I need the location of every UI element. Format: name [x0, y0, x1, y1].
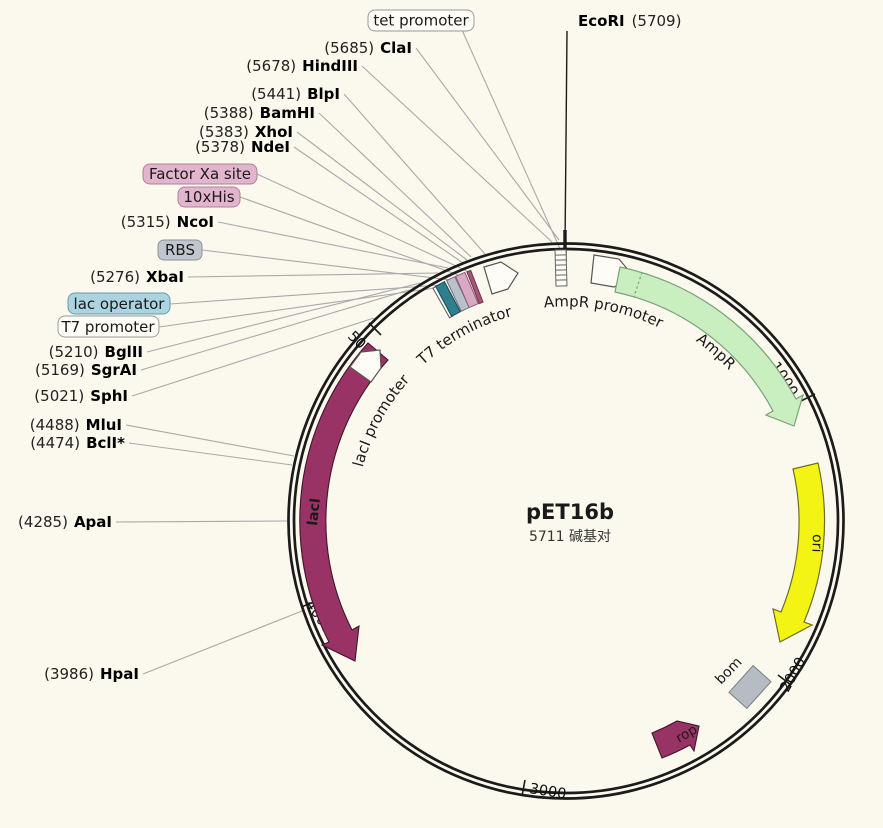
svg-text:lac operator: lac operator — [74, 295, 166, 313]
leader-ncoi — [217, 221, 449, 269]
site-mlui[interactable]: (4488) MluI — [30, 416, 122, 434]
leader-bamhi — [318, 112, 472, 258]
leader-t7-promoter — [158, 287, 436, 328]
leader-rbs — [201, 249, 452, 281]
leader-factor-xa — [256, 173, 470, 273]
svg-text:Factor Xa site: Factor Xa site — [149, 165, 251, 183]
leader-bcli — [128, 442, 293, 466]
ori-arrow[interactable] — [772, 462, 826, 643]
site-blpi[interactable]: (5441) BlpI — [251, 85, 340, 103]
tet-promoter-label[interactable]: tet promoter — [367, 9, 475, 32]
t7-terminator-arrow[interactable] — [483, 261, 519, 295]
ampr-gene-arrow[interactable] — [614, 266, 804, 427]
leader-hindiii — [361, 65, 553, 243]
ori-label[interactable]: ori — [808, 534, 825, 553]
leader-ndei — [293, 146, 464, 264]
factor-xa-feature[interactable] — [466, 269, 484, 305]
site-xhoi[interactable]: (5383) XhoI — [199, 123, 293, 141]
svg-text:RBS: RBS — [165, 241, 195, 259]
leader-lines — [115, 29, 568, 675]
laci-promoter-arrow[interactable] — [349, 349, 382, 383]
bom-feature[interactable] — [728, 664, 772, 710]
plasmid-name: pET16b — [526, 500, 614, 524]
10xhis-feature[interactable] — [455, 271, 479, 309]
leader-bglii — [146, 282, 421, 353]
lac-operator-label[interactable]: lac operator — [67, 292, 171, 315]
site-bcli[interactable]: (4474) BclI* — [30, 434, 125, 452]
tick-label-3000: 3000 — [528, 781, 567, 803]
site-apai[interactable]: (4285) ApaI — [18, 513, 112, 531]
t7-promoter-label[interactable]: T7 promoter — [57, 315, 160, 338]
site-ndei[interactable]: (5378) NdeI — [195, 138, 290, 156]
svg-text:T7 promoter: T7 promoter — [60, 318, 155, 336]
lac-operator-feature[interactable] — [434, 280, 462, 318]
tick-2000 — [777, 674, 792, 686]
10xhis-label[interactable]: 10xHis — [177, 186, 241, 208]
site-bglii[interactable]: (5210) BglII — [49, 343, 143, 361]
leader-clai — [415, 47, 560, 241]
tick-3000 — [521, 779, 526, 797]
site-clai[interactable]: (5685) ClaI — [324, 39, 412, 57]
leader-lac-operator — [169, 284, 442, 305]
leader-ecori — [564, 30, 568, 248]
boxed-labels: tet promoter Factor Xa site 10xHis RBS l… — [57, 9, 475, 338]
site-sphi[interactable]: (5021) SphI — [34, 387, 128, 405]
ampr-signal-boundary — [633, 271, 643, 298]
site-sgrai[interactable]: (5169) SgrAI — [35, 361, 137, 379]
rbs-label[interactable]: RBS — [157, 239, 203, 261]
site-hindiii[interactable]: (5678) HindIII — [246, 57, 358, 75]
leader-apai — [115, 520, 288, 523]
leader-tet-promoter — [461, 29, 562, 252]
svg-text:10xHis: 10xHis — [183, 188, 234, 206]
laci-gene-arrow[interactable] — [299, 342, 389, 662]
tick-5000 — [368, 322, 382, 336]
svg-text:tet promoter: tet promoter — [373, 12, 469, 30]
plasmid-size: 5711 碱基对 — [529, 528, 611, 545]
leader-sphi — [131, 317, 375, 397]
leader-xbai — [187, 272, 439, 278]
site-xbai[interactable]: (5276) XbaI — [90, 268, 184, 286]
leader-blpi — [343, 93, 486, 255]
site-hpai[interactable]: (3986) HpaI — [44, 665, 139, 683]
leader-hpai — [142, 610, 303, 675]
site-bamhi[interactable]: (5388) BamHI — [204, 104, 315, 122]
site-labels: (5685) ClaI (5678) HindIII (5441) BlpI (538… — [18, 12, 681, 683]
leader-mlui — [125, 424, 295, 457]
leader-sgrai — [140, 289, 410, 371]
rop-arrow[interactable] — [651, 720, 700, 759]
plasmid-title: pET16b 5711 碱基对 — [526, 500, 614, 545]
tet-promoter-feature[interactable] — [554, 249, 568, 287]
leader-xhoi — [296, 131, 468, 261]
laci-label[interactable]: lacI — [305, 497, 324, 526]
site-ncoi[interactable]: (5315) NcoI — [121, 213, 214, 231]
t7-terminator-label[interactable]: T7 terminator — [413, 302, 515, 369]
tick-label-2000: 2000 — [778, 655, 810, 695]
features — [299, 249, 826, 759]
factor-xa-label[interactable]: Factor Xa site — [142, 163, 258, 185]
site-ecori[interactable]: EcoRI (5709) — [578, 12, 681, 30]
